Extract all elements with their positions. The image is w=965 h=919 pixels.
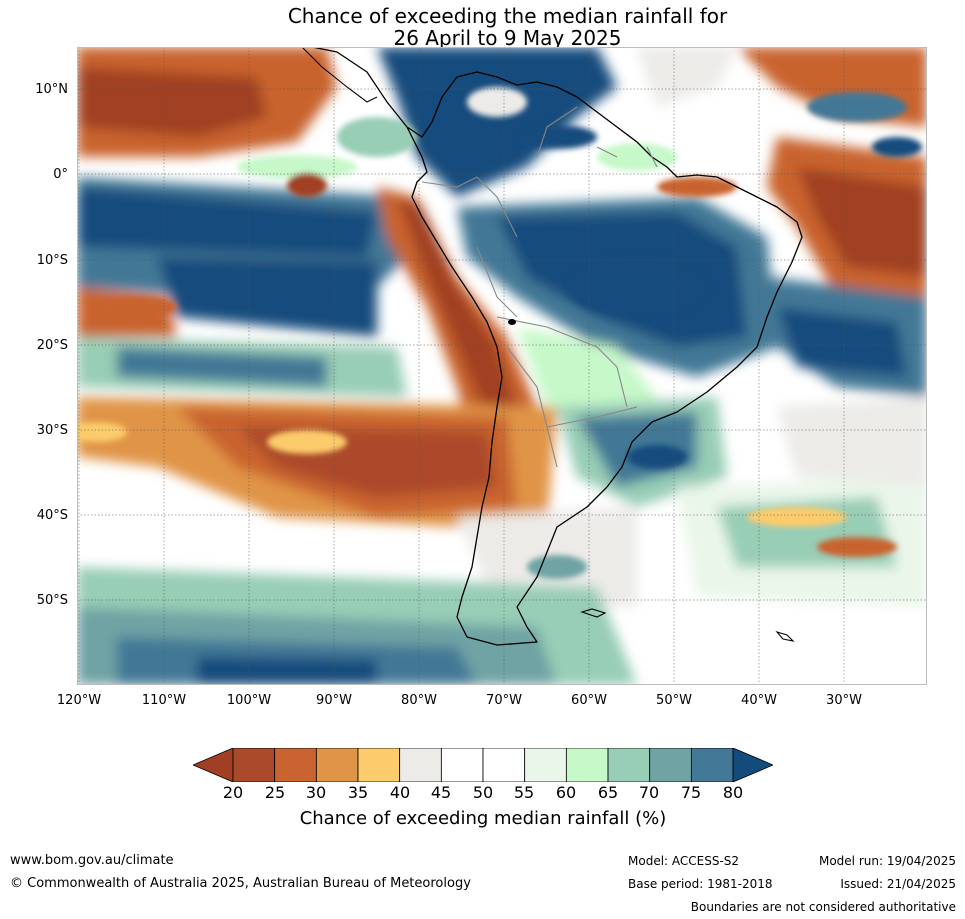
colorbar-extend-low — [193, 748, 234, 782]
south-georgia — [775, 630, 795, 642]
lon-label-50w: 50°W — [656, 693, 692, 708]
lon-label-70w: 70°W — [486, 693, 522, 708]
colorbar — [193, 748, 773, 782]
lake-titicaca — [508, 319, 516, 325]
colorbar-tick-25: 25 — [264, 783, 286, 802]
rainfall-field — [77, 47, 927, 685]
colorbar-tick-20: 20 — [222, 783, 244, 802]
lon-label-100w: 100°W — [226, 693, 272, 708]
colorbar-tick-80: 80 — [722, 783, 744, 802]
lat-label-10s: 10°S — [36, 253, 68, 268]
country-borders — [421, 106, 658, 468]
copyright-text: © Commonwealth of Australia 2025, Austra… — [10, 876, 471, 891]
rainfall-probability-map — [77, 47, 927, 685]
lon-label-30w: 30°W — [826, 693, 862, 708]
colorbar-tick-50: 50 — [472, 783, 494, 802]
colorbar-cell — [482, 748, 526, 782]
lon-label-120w: 120°W — [56, 693, 102, 708]
lat-label-40s: 40°S — [36, 508, 68, 523]
colorbar-tick-35: 35 — [347, 783, 369, 802]
colorbar-tick-60: 60 — [555, 783, 577, 802]
colorbar-tick-75: 75 — [680, 783, 702, 802]
colorbar-cell — [690, 748, 734, 782]
lat-label-20s: 20°S — [36, 338, 68, 353]
colorbar-cell — [607, 748, 651, 782]
colorbar-extend-high — [732, 748, 773, 782]
colorbar-tick-70: 70 — [638, 783, 660, 802]
colorbar-tick-40: 40 — [389, 783, 411, 802]
lon-label-40w: 40°W — [741, 693, 777, 708]
south-america-coastline — [311, 47, 803, 646]
colorbar-tick-30: 30 — [305, 783, 327, 802]
boundaries-disclaimer: Boundaries are not considered authoritat… — [690, 900, 956, 914]
colorbar-cell — [232, 748, 276, 782]
issued-date: Issued: 21/04/2025 — [840, 877, 956, 891]
lat-label-50s: 50°S — [36, 593, 68, 608]
graticule — [77, 47, 927, 685]
colorbar-tick-65: 65 — [597, 783, 619, 802]
colorbar-cell — [440, 748, 484, 782]
colorbar-cell — [274, 748, 317, 782]
lat-label-0: 0° — [53, 167, 68, 182]
map-title-line1: Chance of exceeding the median rainfall … — [287, 4, 728, 28]
website-link[interactable]: www.bom.gov.au/climate — [10, 853, 174, 868]
colorbar-cell — [315, 748, 359, 782]
colorbar-cell — [399, 748, 442, 782]
colorbar-tick-45: 45 — [430, 783, 452, 802]
falkland-islands — [580, 608, 607, 618]
central-america-coastline — [301, 47, 378, 103]
model-run-date: Model run: 19/04/2025 — [818, 854, 956, 868]
lon-label-90w: 90°W — [316, 693, 352, 708]
map-title-line2: 26 April to 9 May 2025 — [393, 26, 622, 50]
colorbar-cell — [524, 748, 567, 782]
colorbar-tick-55: 55 — [513, 783, 535, 802]
lat-label-10n: 10°N — [35, 82, 68, 97]
rainfall-detail — [77, 87, 922, 579]
colorbar-cell — [649, 748, 692, 782]
colorbar-cell — [565, 748, 609, 782]
lon-label-80w: 80°W — [401, 693, 437, 708]
colorbar-cell — [357, 748, 401, 782]
base-period: Base period: 1981-2018 — [628, 877, 773, 891]
lat-label-30s: 30°S — [36, 423, 68, 438]
colorbar-label: Chance of exceeding median rainfall (%) — [299, 808, 667, 829]
lon-label-60w: 60°W — [571, 693, 607, 708]
lon-label-110w: 110°W — [141, 693, 187, 708]
model-name: Model: ACCESS-S2 — [628, 854, 740, 868]
